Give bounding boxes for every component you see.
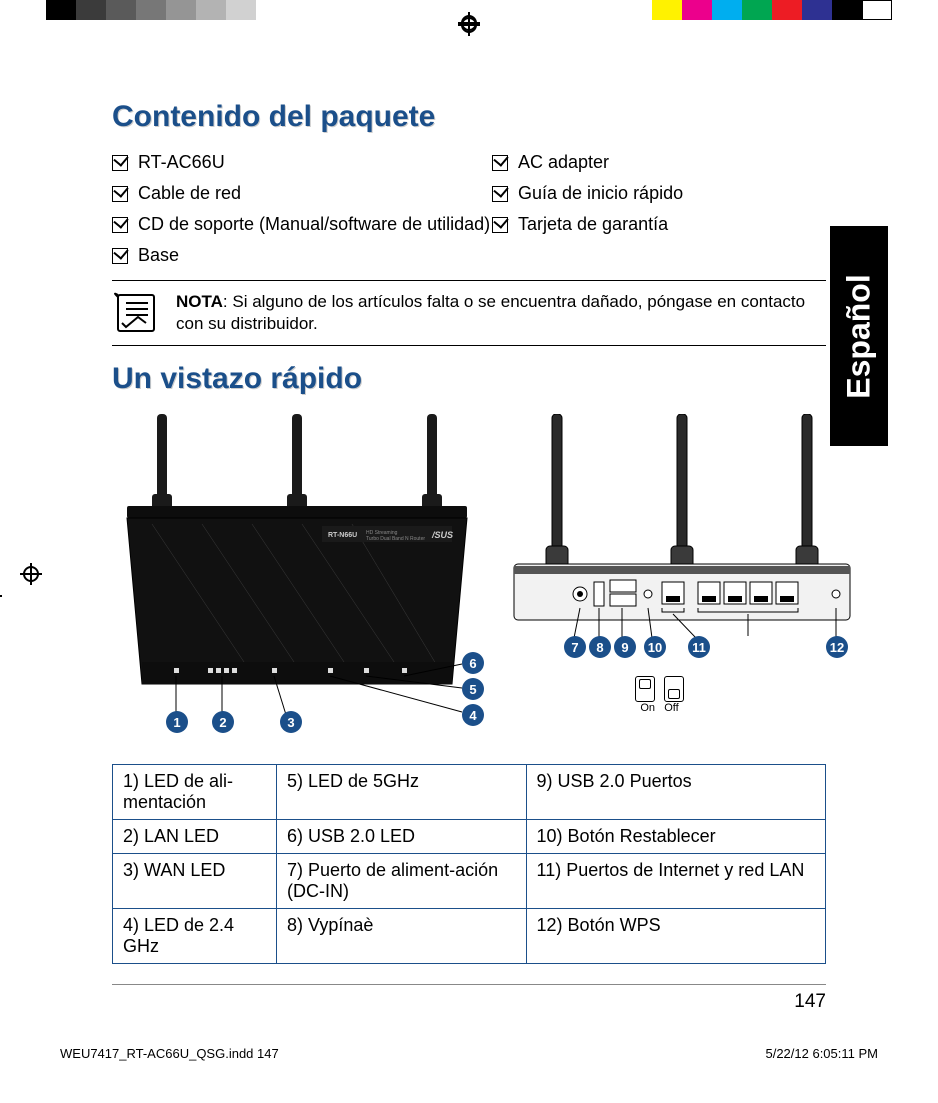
router-diagrams: RT-N66U HD Streaming Turbo Dual Band N R… xyxy=(112,414,826,744)
checkbox-icon xyxy=(112,155,128,171)
footer-file: WEU7417_RT-AC66U_QSG.indd 147 xyxy=(60,1046,279,1061)
page-rule xyxy=(112,984,826,985)
check-item: Guía de inicio rápido xyxy=(492,183,826,204)
router-front-view: RT-N66U HD Streaming Turbo Dual Band N R… xyxy=(112,414,482,744)
svg-text:RT-N66U: RT-N66U xyxy=(328,532,357,539)
checkbox-icon xyxy=(492,155,508,171)
package-checklist: RT-AC66U AC adapter Cable de red Guía de… xyxy=(112,152,826,266)
checkbox-icon xyxy=(112,217,128,233)
check-item: CD de soporte (Manual/software de utilid… xyxy=(112,214,492,235)
language-label: Español xyxy=(841,274,878,398)
svg-text:/SUS: /SUS xyxy=(431,530,453,540)
table-row: 4) LED de 2.4 GHz 8) Vypínaè 12) Botón W… xyxy=(113,909,826,964)
footer-date: 5/22/12 6:05:11 PM xyxy=(765,1046,878,1061)
print-footer: WEU7417_RT-AC66U_QSG.indd 147 5/22/12 6:… xyxy=(60,1046,878,1061)
checkbox-icon xyxy=(492,186,508,202)
check-item: Cable de red xyxy=(112,183,492,204)
heading-quick-glance: Un vistazo rápido xyxy=(112,362,826,396)
check-item: Tarjeta de garantía xyxy=(492,214,826,235)
check-item: RT-AC66U xyxy=(112,152,492,173)
page-number: 147 xyxy=(794,991,826,1013)
language-tab: Español xyxy=(830,226,888,446)
checkbox-icon xyxy=(112,186,128,202)
registration-mark-left xyxy=(20,563,42,585)
check-item: AC adapter xyxy=(492,152,826,173)
power-switch-diagram: On Off xyxy=(632,676,687,714)
check-item: Base xyxy=(112,245,492,266)
color-swatches xyxy=(652,0,892,26)
table-row: 1) LED de ali-mentación 5) LED de 5GHz 9… xyxy=(113,765,826,820)
table-row: 2) LAN LED 6) USB 2.0 LED 10) Botón Rest… xyxy=(113,820,826,854)
heading-package-contents: Contenido del paquete xyxy=(112,100,826,134)
checkbox-icon xyxy=(112,248,128,264)
registration-mark-right xyxy=(0,585,2,607)
router-back-view: 7 8 9 10 11 12 On Off xyxy=(502,414,872,744)
note-icon xyxy=(112,291,160,335)
note-box: NOTA: Si alguno de los artículos falta o… xyxy=(112,280,826,346)
table-row: 3) WAN LED 7) Puerto de aliment-ación (D… xyxy=(113,854,826,909)
note-text: NOTA: Si alguno de los artículos falta o… xyxy=(176,291,826,335)
registration-mark-bottom xyxy=(458,14,480,36)
reference-table: 1) LED de ali-mentación 5) LED de 5GHz 9… xyxy=(112,764,826,964)
gray-swatches xyxy=(46,0,256,26)
checkbox-icon xyxy=(492,217,508,233)
svg-text:Turbo Dual Band N Router: Turbo Dual Band N Router xyxy=(366,536,425,542)
page-content: Español Contenido del paquete RT-AC66U A… xyxy=(52,80,886,1023)
